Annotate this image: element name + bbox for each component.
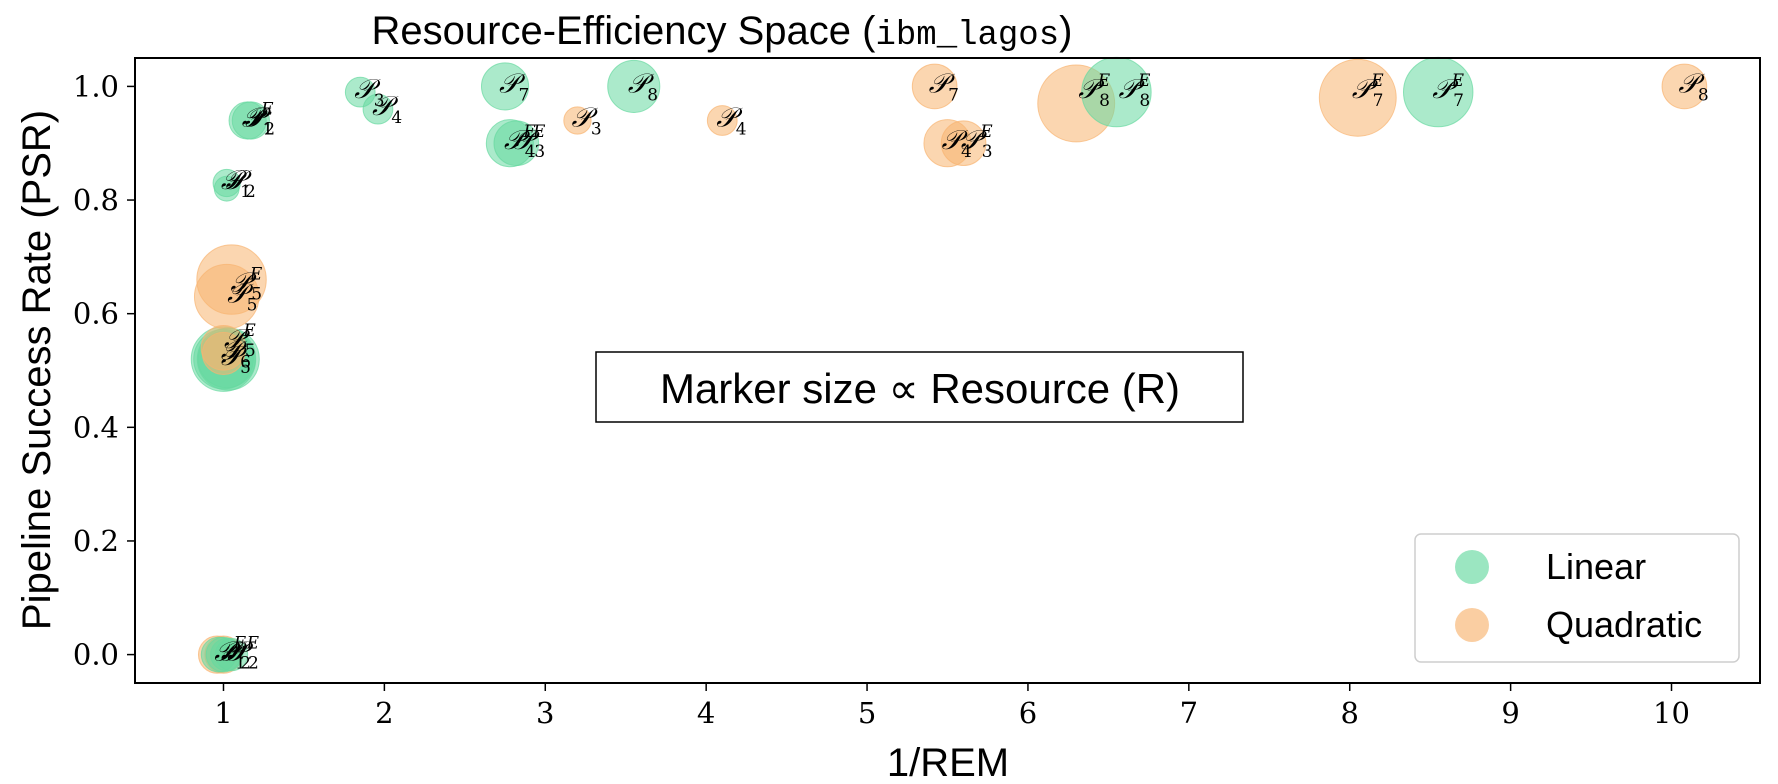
x-tick-label: 10	[1653, 696, 1690, 730]
y-axis-ticks: 0.0 0.2 0.4 0.6 0.8 1.0	[73, 69, 135, 672]
y-tick-label: 0.4	[73, 410, 119, 444]
legend-label-linear: Linear	[1546, 546, 1646, 587]
point-label: 𝒫E 5	[230, 264, 262, 304]
point-label: 𝒫E 4	[504, 122, 536, 162]
scatter-point-quadratic	[706, 105, 738, 136]
point-label: 𝒫E 5	[224, 321, 256, 361]
scatter-point-linear	[493, 120, 540, 167]
x-tick-label: 6	[1019, 696, 1037, 730]
point-label: 𝒫E 1	[214, 634, 246, 674]
annotation-box: Marker size ∝ Resource (R)	[595, 351, 1244, 423]
y-tick-label: 1.0	[73, 69, 119, 103]
scatter-point-quadratic	[201, 331, 246, 376]
scatter-point-quadratic	[911, 63, 958, 110]
scatter-point-linear	[214, 637, 249, 672]
x-tick-label: 9	[1501, 696, 1519, 730]
point-label: 𝒫E 7	[1352, 71, 1384, 111]
x-tick-label: 3	[536, 696, 554, 730]
scatter-point-quadratic	[940, 120, 987, 167]
x-tick-label: 5	[858, 696, 876, 730]
y-tick-label: 0.0	[73, 638, 119, 672]
legend-swatch-quadratic	[1455, 608, 1489, 642]
legend-frame	[1414, 533, 1740, 663]
point-label: 𝒫E 3	[961, 122, 993, 162]
x-tick-label: 2	[375, 696, 393, 730]
y-tick-label: 0.8	[73, 183, 119, 217]
x-tick-label: 7	[1180, 696, 1198, 730]
scatter-point-linear	[362, 93, 394, 125]
x-tick-label: 1	[214, 696, 232, 730]
x-tick-label: 8	[1341, 696, 1359, 730]
scatter-point-linear	[213, 175, 240, 202]
y-axis-label: Pipeline Success Rate (PSR)	[15, 110, 59, 630]
y-tick-label: 0.2	[73, 524, 119, 558]
point-label: 𝒫E 8	[1078, 71, 1110, 111]
point-label: 𝒫E 2	[227, 634, 259, 674]
scatter-point-quadratic	[1318, 58, 1397, 137]
scatter-point-linear	[607, 59, 661, 113]
points-layer	[190, 56, 1708, 674]
scatter-point-linear	[480, 62, 530, 111]
legend: Linear Quadratic	[1414, 533, 1740, 663]
scatter-point-quadratic	[1661, 63, 1708, 110]
x-axis-label: 1/REM	[887, 741, 1009, 784]
scatter-point-quadratic	[563, 106, 592, 135]
point-label: 𝒫E 7	[1432, 71, 1464, 111]
y-tick-label: 0.6	[73, 297, 119, 331]
point-label: 𝒫E 8	[1118, 71, 1150, 111]
point-label: 𝒫E 3	[514, 122, 546, 162]
annotation-text: Marker size ∝ Resource (R)	[660, 365, 1180, 412]
x-tick-label: 4	[697, 696, 715, 730]
plot-frame	[134, 57, 1761, 684]
legend-label-quadratic: Quadratic	[1546, 604, 1702, 645]
legend-swatch-linear	[1455, 550, 1489, 584]
scatter-point-linear	[231, 101, 270, 140]
x-axis-ticks: 1 2 3 4 5 6 7 8 9 10	[214, 683, 1690, 730]
chart-title: Resource-Efficiency Space (ibm_lagos)	[372, 9, 1073, 55]
point-label: 𝒫E 1	[242, 100, 274, 140]
